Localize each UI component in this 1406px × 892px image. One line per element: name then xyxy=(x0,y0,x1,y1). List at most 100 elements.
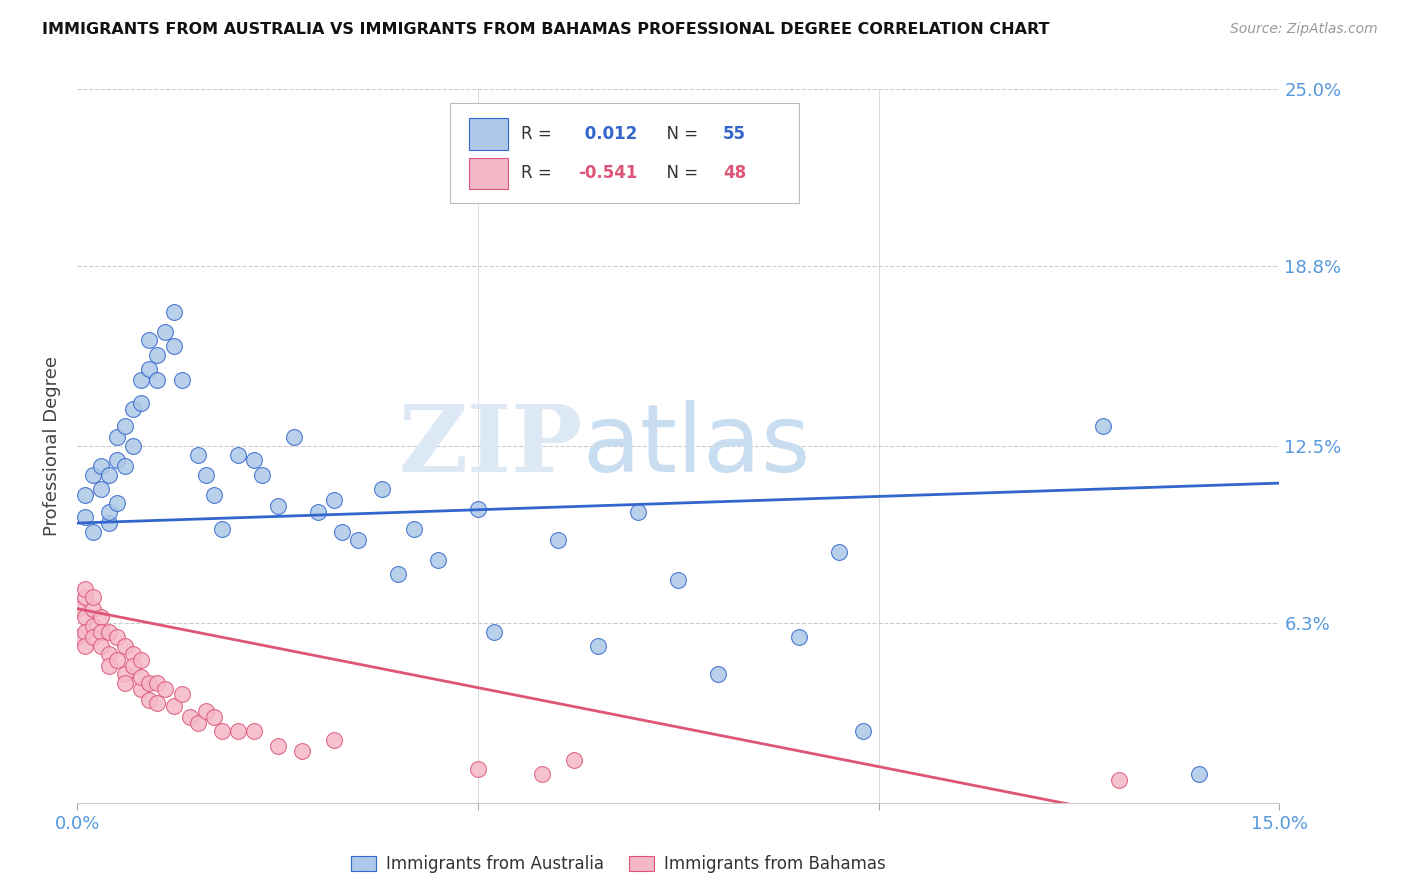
Point xyxy=(146,696,169,710)
Point xyxy=(138,693,160,707)
Point xyxy=(155,325,177,339)
Point xyxy=(75,510,97,524)
Point xyxy=(668,573,690,587)
Point xyxy=(107,630,129,644)
Point xyxy=(98,648,121,662)
Point xyxy=(162,305,184,319)
Point xyxy=(162,339,184,353)
Point xyxy=(267,499,290,513)
Point xyxy=(75,591,97,605)
Point xyxy=(170,687,193,701)
Point xyxy=(82,619,104,633)
Point xyxy=(82,467,104,482)
Point xyxy=(98,624,121,639)
Point xyxy=(131,396,153,410)
Text: 55: 55 xyxy=(723,125,745,143)
Point xyxy=(90,624,112,639)
Point xyxy=(467,762,489,776)
Point xyxy=(98,467,121,482)
Point xyxy=(66,601,89,615)
Point xyxy=(627,505,650,519)
Point xyxy=(291,744,314,758)
Point xyxy=(146,373,169,387)
Point xyxy=(75,624,97,639)
Point xyxy=(98,516,121,530)
Point xyxy=(114,419,136,434)
Point xyxy=(828,544,851,558)
Point xyxy=(162,698,184,713)
Point xyxy=(138,676,160,690)
Point xyxy=(371,482,394,496)
Point xyxy=(90,482,112,496)
Point xyxy=(307,505,329,519)
Point xyxy=(250,467,273,482)
Point xyxy=(131,681,153,696)
Point xyxy=(202,487,225,501)
Point xyxy=(114,667,136,681)
Point xyxy=(107,496,129,510)
Text: N =: N = xyxy=(655,164,703,182)
Point xyxy=(122,658,145,673)
Point xyxy=(347,533,370,548)
Point xyxy=(114,458,136,473)
FancyBboxPatch shape xyxy=(470,119,508,150)
Point xyxy=(155,681,177,696)
Point xyxy=(330,524,353,539)
Point xyxy=(467,501,489,516)
Point xyxy=(138,334,160,348)
Point xyxy=(131,653,153,667)
Point xyxy=(226,448,249,462)
Text: N =: N = xyxy=(655,125,703,143)
Text: atlas: atlas xyxy=(582,400,810,492)
Point xyxy=(194,705,217,719)
Point xyxy=(852,724,875,739)
Y-axis label: Professional Degree: Professional Degree xyxy=(44,356,62,536)
Point xyxy=(114,639,136,653)
Point xyxy=(242,724,264,739)
Text: IMMIGRANTS FROM AUSTRALIA VS IMMIGRANTS FROM BAHAMAS PROFESSIONAL DEGREE CORRELA: IMMIGRANTS FROM AUSTRALIA VS IMMIGRANTS … xyxy=(42,22,1050,37)
Point xyxy=(562,753,585,767)
Point xyxy=(226,724,249,739)
Point xyxy=(146,348,169,362)
Point xyxy=(242,453,264,467)
FancyBboxPatch shape xyxy=(470,158,508,189)
Point xyxy=(146,676,169,690)
Point xyxy=(82,601,104,615)
Point xyxy=(283,430,305,444)
Point xyxy=(131,373,153,387)
Point xyxy=(75,639,97,653)
Point xyxy=(170,373,193,387)
Point xyxy=(194,467,217,482)
Point xyxy=(122,439,145,453)
FancyBboxPatch shape xyxy=(450,103,799,203)
Point xyxy=(402,522,425,536)
Point xyxy=(107,453,129,467)
Point xyxy=(787,630,810,644)
Point xyxy=(211,724,233,739)
Text: R =: R = xyxy=(520,125,557,143)
Point xyxy=(322,733,344,747)
Point xyxy=(75,487,97,501)
Point xyxy=(122,648,145,662)
Point xyxy=(531,767,554,781)
Point xyxy=(122,401,145,416)
Point xyxy=(90,639,112,653)
Point xyxy=(427,553,450,567)
Point xyxy=(547,533,569,548)
Point xyxy=(82,524,104,539)
Point xyxy=(90,610,112,624)
Point xyxy=(66,630,89,644)
Point xyxy=(707,667,730,681)
Point xyxy=(75,582,97,596)
Text: 0.012: 0.012 xyxy=(579,125,637,143)
Point xyxy=(90,458,112,473)
Point xyxy=(588,639,610,653)
Point xyxy=(98,505,121,519)
Point xyxy=(211,522,233,536)
Point xyxy=(322,493,344,508)
Text: 48: 48 xyxy=(723,164,747,182)
Point xyxy=(187,448,209,462)
Point xyxy=(187,715,209,730)
Point xyxy=(131,670,153,684)
Point xyxy=(482,624,505,639)
